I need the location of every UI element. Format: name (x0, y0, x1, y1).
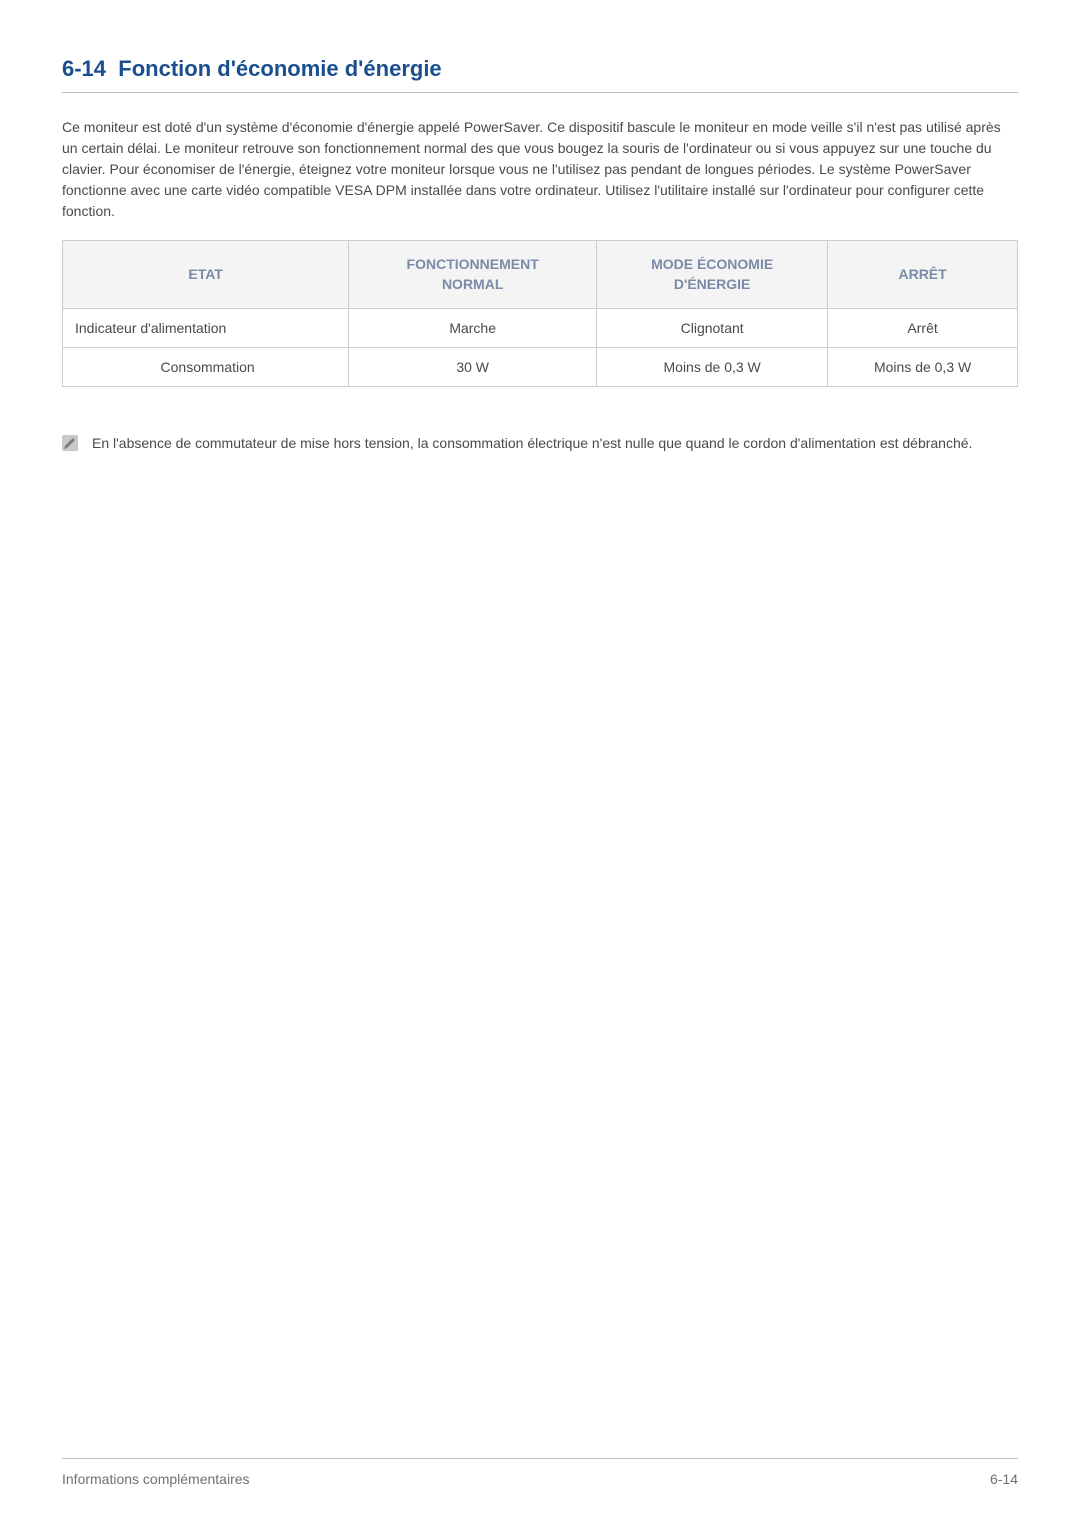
table-header-row: ETAT FONCTIONNEMENTNORMAL MODE ÉCONOMIED… (63, 241, 1018, 309)
table-cell: Consommation (63, 348, 349, 387)
table-cell: Arrêt (828, 309, 1018, 348)
power-table: ETAT FONCTIONNEMENTNORMAL MODE ÉCONOMIED… (62, 240, 1018, 387)
table-row: Consommation 30 W Moins de 0,3 W Moins d… (63, 348, 1018, 387)
table-cell: 30 W (349, 348, 597, 387)
footer-left: Informations complémentaires (62, 1471, 250, 1487)
table-cell: Clignotant (597, 309, 828, 348)
table-cell: Moins de 0,3 W (597, 348, 828, 387)
table-header-normal: FONCTIONNEMENTNORMAL (349, 241, 597, 309)
page-container: 6-14 Fonction d'économie d'énergie Ce mo… (0, 0, 1080, 1527)
table-cell: Indicateur d'alimentation (63, 309, 349, 348)
table-header-economie: MODE ÉCONOMIED'ÉNERGIE (597, 241, 828, 309)
body-paragraph: Ce moniteur est doté d'un système d'écon… (62, 117, 1018, 222)
note-icon (62, 435, 78, 451)
section-title-text: Fonction d'économie d'énergie (118, 56, 441, 81)
section-heading: 6-14 Fonction d'économie d'énergie (62, 56, 1018, 93)
table-cell: Marche (349, 309, 597, 348)
footer-right: 6-14 (990, 1471, 1018, 1487)
page-footer: Informations complémentaires 6-14 (62, 1458, 1018, 1487)
table-header-etat: ETAT (63, 241, 349, 309)
note-block: En l'absence de commutateur de mise hors… (62, 433, 1018, 454)
section-number: 6-14 (62, 56, 106, 81)
table-cell: Moins de 0,3 W (828, 348, 1018, 387)
table-header-arret: ARRÊT (828, 241, 1018, 309)
note-text: En l'absence de commutateur de mise hors… (92, 433, 972, 454)
table-row: Indicateur d'alimentation Marche Clignot… (63, 309, 1018, 348)
